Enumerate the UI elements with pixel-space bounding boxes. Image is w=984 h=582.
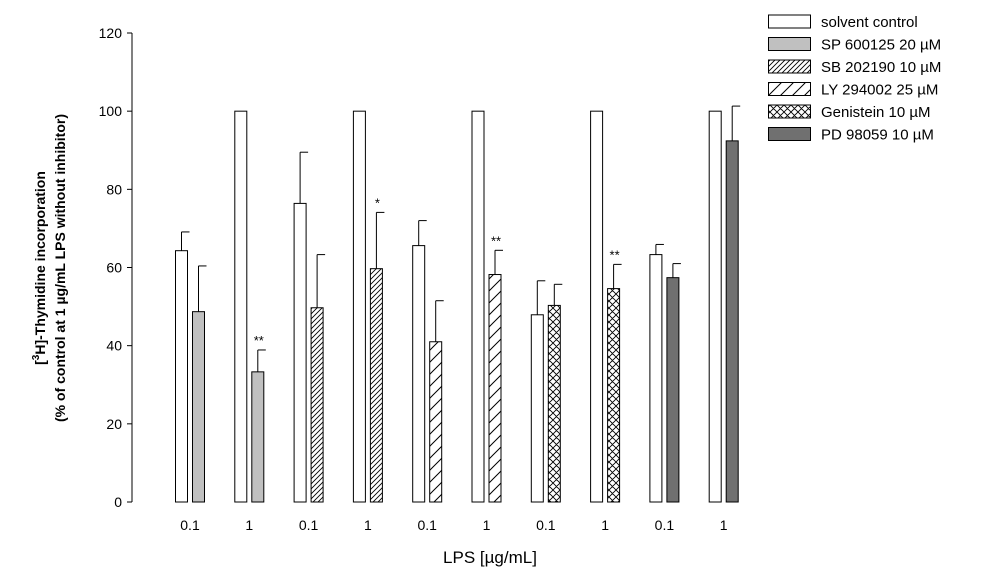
legend-item: Genistein 10 µM — [768, 104, 931, 121]
legend-item: solvent control — [768, 14, 918, 31]
legend-label: solvent control — [821, 14, 918, 31]
bar — [192, 311, 205, 503]
x-axis-label: LPS [µg/mL] — [443, 548, 537, 567]
bar-group-item — [310, 254, 326, 503]
x-tick-labels: 0.1 1 0.1 1 0.1 1 0.1 1 0.1 1 — [180, 517, 728, 533]
legend: solvent control SP 600125 20 µM SB 202190 … — [768, 14, 941, 144]
x-tick-label: 1 — [601, 517, 609, 533]
x-tick-label: 1 — [720, 517, 728, 533]
bar — [175, 250, 188, 503]
bar — [708, 110, 722, 503]
legend-swatch — [768, 14, 811, 29]
legend-label: PD 98059 10 µM — [821, 127, 934, 144]
y-tick-label: 60 — [106, 260, 122, 276]
bar — [293, 202, 307, 503]
legend-swatch — [768, 59, 811, 74]
y-tick-label: 80 — [106, 181, 122, 197]
legend-item: PD 98059 10 µM — [768, 127, 934, 144]
legend-swatch — [768, 37, 811, 51]
bar — [590, 110, 604, 503]
bar-group-item: ** — [607, 247, 622, 503]
y-tick-label: 0 — [114, 494, 122, 510]
legend-swatch — [768, 104, 811, 119]
legend-item: SP 600125 20 µM — [768, 37, 941, 54]
bar — [607, 288, 621, 503]
bar — [369, 268, 383, 503]
significance-label: ** — [610, 247, 620, 262]
bar-group-item: ** — [488, 233, 503, 503]
bar — [234, 110, 248, 503]
significance-label: ** — [491, 233, 501, 248]
bar-group-item — [666, 263, 681, 503]
bar — [471, 110, 485, 503]
bar-group-item — [471, 110, 485, 503]
x-tick-label: 0.1 — [180, 517, 200, 533]
x-tick-label: 1 — [483, 517, 491, 533]
y-axis-label-line2: (% of control at 1 µg/mL LPS without inh… — [52, 114, 68, 422]
bar — [412, 245, 426, 503]
y-ticks: 0 20 40 60 80 100 120 — [99, 25, 132, 510]
bar-group-item — [293, 151, 309, 503]
bar — [352, 110, 366, 503]
x-tick-label: 0.1 — [655, 517, 675, 533]
y-axis-label-superscript: 3 — [31, 354, 42, 360]
y-axis-label-suffix: H]-Thymidine incorporation — [32, 171, 48, 355]
bar — [310, 307, 324, 503]
y-tick-label: 40 — [106, 338, 122, 354]
bar — [530, 314, 544, 503]
bar-group-item — [429, 300, 444, 503]
significance-label: * — [375, 195, 380, 210]
bar-group-item — [192, 265, 207, 503]
legend-label: Genistein 10 µM — [821, 104, 931, 121]
legend-swatch — [768, 82, 811, 96]
bar-group-item — [530, 280, 546, 503]
bar — [547, 304, 561, 503]
x-tick-label: 0.1 — [299, 517, 319, 533]
y-tick-label: 120 — [99, 25, 123, 41]
x-tick-label: 0.1 — [417, 517, 437, 533]
bar — [725, 140, 739, 503]
bar-group-item: * — [369, 195, 385, 503]
bar-group-item — [234, 110, 248, 503]
bar — [488, 274, 502, 503]
legend-label: SP 600125 20 µM — [821, 37, 941, 54]
legend-label: LY 294002 25 µM — [821, 82, 938, 99]
significance-label: ** — [254, 333, 264, 348]
bar-group-item: ** — [251, 333, 266, 503]
bar-group-item — [412, 220, 427, 503]
y-tick-label: 20 — [106, 416, 122, 432]
x-tick-label: 1 — [364, 517, 372, 533]
y-axis-label-prefix: [ — [32, 360, 48, 365]
bar-group-item — [708, 110, 722, 503]
legend-label: SB 202190 10 µM — [821, 59, 941, 76]
bar-group-item — [352, 110, 366, 503]
bar-group-item — [649, 243, 664, 503]
svg-text:[3H]-Thymidine incorporation: [3H]-Thymidine incorporation — [31, 171, 48, 365]
x-tick-label: 1 — [245, 517, 253, 533]
bar — [429, 341, 443, 503]
y-tick-label: 100 — [99, 103, 123, 119]
legend-item: LY 294002 25 µM — [768, 82, 938, 99]
bar-group-item — [547, 283, 563, 503]
bar-group-item — [590, 110, 604, 503]
bars: ******* — [175, 105, 741, 503]
y-axis-label: [3H]-Thymidine incorporation (% of contr… — [31, 114, 68, 422]
bar-group-item — [725, 105, 741, 503]
x-tick-label: 0.1 — [536, 517, 556, 533]
bar — [251, 371, 265, 503]
legend-swatch — [768, 127, 811, 141]
bar — [666, 277, 680, 503]
bar — [649, 254, 663, 503]
legend-item: SB 202190 10 µM — [768, 59, 941, 76]
bar-group-item — [175, 231, 190, 503]
